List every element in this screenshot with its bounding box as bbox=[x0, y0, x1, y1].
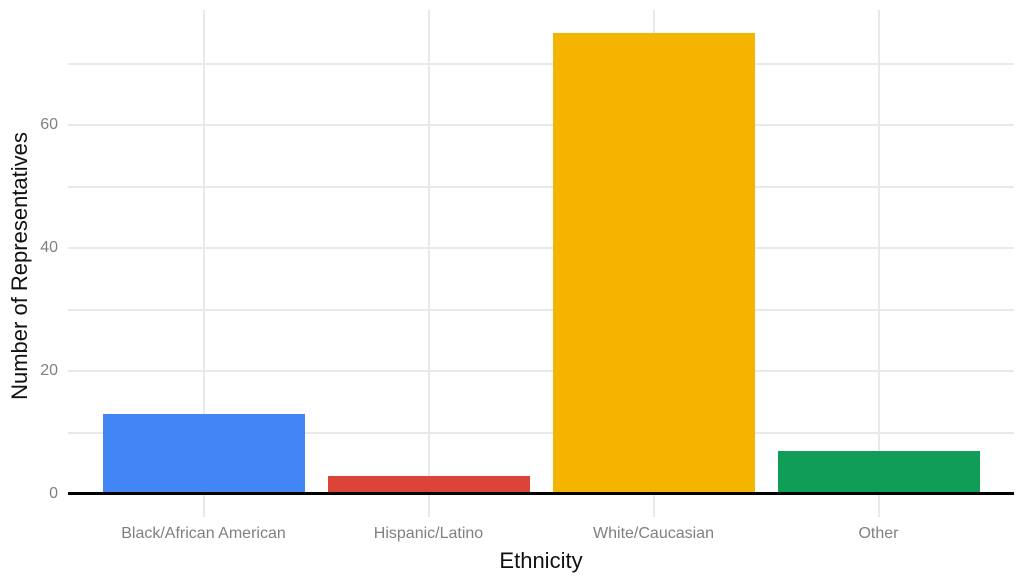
vertical-gridline bbox=[202, 10, 205, 517]
x-tick-label: White/Caucasian bbox=[593, 525, 714, 542]
horizontal-gridline bbox=[68, 247, 1014, 250]
x-tick-label: Hispanic/Latino bbox=[373, 525, 484, 542]
horizontal-gridline bbox=[68, 185, 1014, 188]
y-tick-label: 60 bbox=[40, 116, 58, 134]
x-axis-line bbox=[68, 491, 1014, 495]
bar bbox=[552, 33, 755, 494]
vertical-gridline bbox=[427, 10, 430, 517]
x-tick-label: Other bbox=[858, 525, 899, 542]
y-axis-title: Number of Representatives bbox=[7, 132, 32, 400]
y-tick-label: 40 bbox=[40, 239, 58, 257]
y-tick-label: 20 bbox=[40, 362, 58, 380]
horizontal-gridline bbox=[68, 431, 1014, 434]
bar bbox=[102, 414, 305, 494]
vertical-gridline bbox=[877, 10, 880, 517]
bar bbox=[327, 475, 530, 494]
x-tick-label: Black/African American bbox=[121, 525, 286, 542]
horizontal-gridline bbox=[68, 370, 1014, 373]
horizontal-gridline bbox=[68, 62, 1014, 65]
x-axis-title: Ethnicity bbox=[499, 548, 583, 573]
horizontal-gridline bbox=[68, 308, 1014, 311]
bar bbox=[777, 450, 980, 494]
y-tick-label: 0 bbox=[49, 484, 58, 502]
horizontal-gridline bbox=[68, 124, 1014, 127]
